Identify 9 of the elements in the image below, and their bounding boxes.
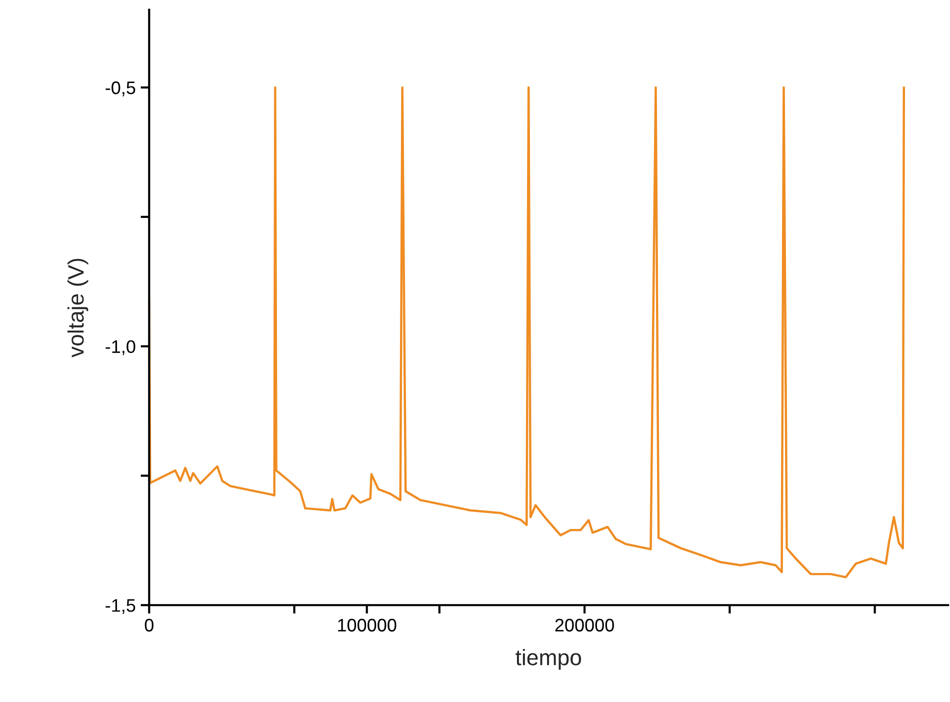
y-tick-label: -1,0 xyxy=(106,340,136,356)
y-axis-title: voltaje (V) xyxy=(67,258,88,358)
x-tick-label: 200000 xyxy=(555,618,614,632)
line-series xyxy=(149,86,906,578)
x-tick-label: 100000 xyxy=(338,618,396,632)
x-tick-label: 0 xyxy=(144,618,154,632)
x-axis-title: tiempo xyxy=(516,649,582,670)
y-tick-label: -1,5 xyxy=(106,599,136,614)
y-tick-label: -0,5 xyxy=(106,81,136,96)
